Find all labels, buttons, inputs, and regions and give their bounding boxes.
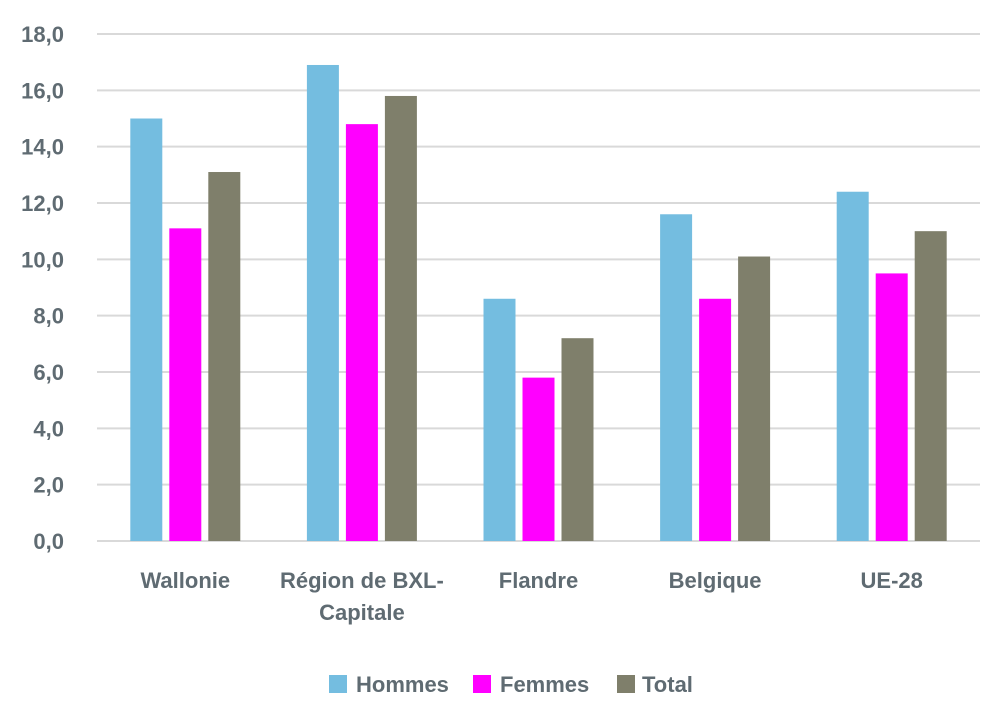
y-tick-label: 16,0 — [21, 78, 64, 103]
bar-total — [561, 338, 594, 541]
bar-total — [384, 95, 417, 541]
category-label: Belgique — [669, 568, 762, 593]
bar-hommes — [306, 64, 339, 541]
bars — [130, 64, 947, 541]
bar-femmes — [875, 273, 908, 541]
bar-femmes — [699, 298, 732, 541]
bar-hommes — [836, 191, 869, 541]
category-label: UE-28 — [861, 568, 923, 593]
y-tick-label: 6,0 — [33, 360, 64, 385]
bar-total — [738, 256, 771, 541]
category-label: Flandre — [499, 568, 578, 593]
bar-hommes — [130, 118, 163, 541]
y-tick-label: 18,0 — [21, 22, 64, 47]
y-tick-label: 12,0 — [21, 191, 64, 216]
legend-label-hommes: Hommes — [356, 672, 449, 697]
y-tick-label: 2,0 — [33, 473, 64, 498]
category-label: Région de BXL-Capitale — [280, 568, 444, 625]
bar-femmes — [522, 377, 555, 541]
bar-total — [208, 172, 241, 541]
bar-hommes — [660, 214, 693, 541]
legend-swatch-femmes — [473, 675, 491, 693]
bar-femmes — [345, 124, 378, 541]
legend-swatch-total — [617, 675, 635, 693]
y-tick-label: 10,0 — [21, 247, 64, 272]
y-tick-label: 0,0 — [33, 529, 64, 554]
bar-hommes — [483, 298, 516, 541]
bar-total — [914, 231, 947, 541]
y-tick-label: 14,0 — [21, 135, 64, 160]
gridlines — [97, 33, 980, 542]
y-axis-tick-labels: 0,0 2,0 4,0 6,0 8,0 10,0 12,0 14,0 16,0 18,0 — [21, 22, 64, 554]
bar-femmes — [169, 228, 202, 541]
legend-swatch-hommes — [329, 675, 347, 693]
x-axis-category-labels: Wallonie Région de BXL-Capitale Flandre Bel… — [140, 568, 922, 625]
y-tick-label: 4,0 — [33, 416, 64, 441]
y-tick-label: 8,0 — [33, 304, 64, 329]
legend-label-total: Total — [642, 672, 693, 697]
legend: Hommes Femmes Total — [329, 672, 693, 697]
legend-label-femmes: Femmes — [500, 672, 589, 697]
category-label: Wallonie — [140, 568, 230, 593]
